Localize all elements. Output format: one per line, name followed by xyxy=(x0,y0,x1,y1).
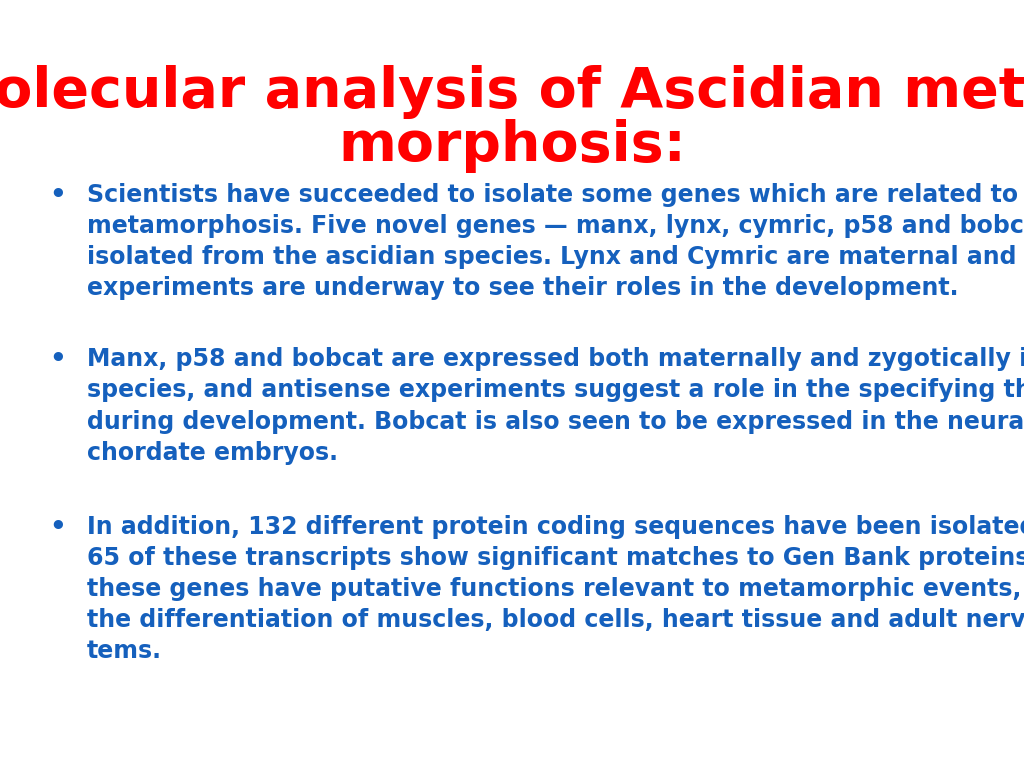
Text: Molecular analysis of Ascidian meta-: Molecular analysis of Ascidian meta- xyxy=(0,65,1024,119)
Text: morphosis:: morphosis: xyxy=(338,119,686,173)
Text: Manx, p58 and bobcat are expressed both maternally and zygotically in the tailed: Manx, p58 and bobcat are expressed both … xyxy=(87,347,1024,465)
Text: •: • xyxy=(49,347,66,373)
Text: In addition, 132 different protein coding sequences have been isolated, of which: In addition, 132 different protein codin… xyxy=(87,515,1024,664)
Text: •: • xyxy=(49,183,66,209)
Text: Scientists have succeeded to isolate some genes which are related to ascidian
me: Scientists have succeeded to isolate som… xyxy=(87,183,1024,300)
Text: •: • xyxy=(49,515,66,541)
